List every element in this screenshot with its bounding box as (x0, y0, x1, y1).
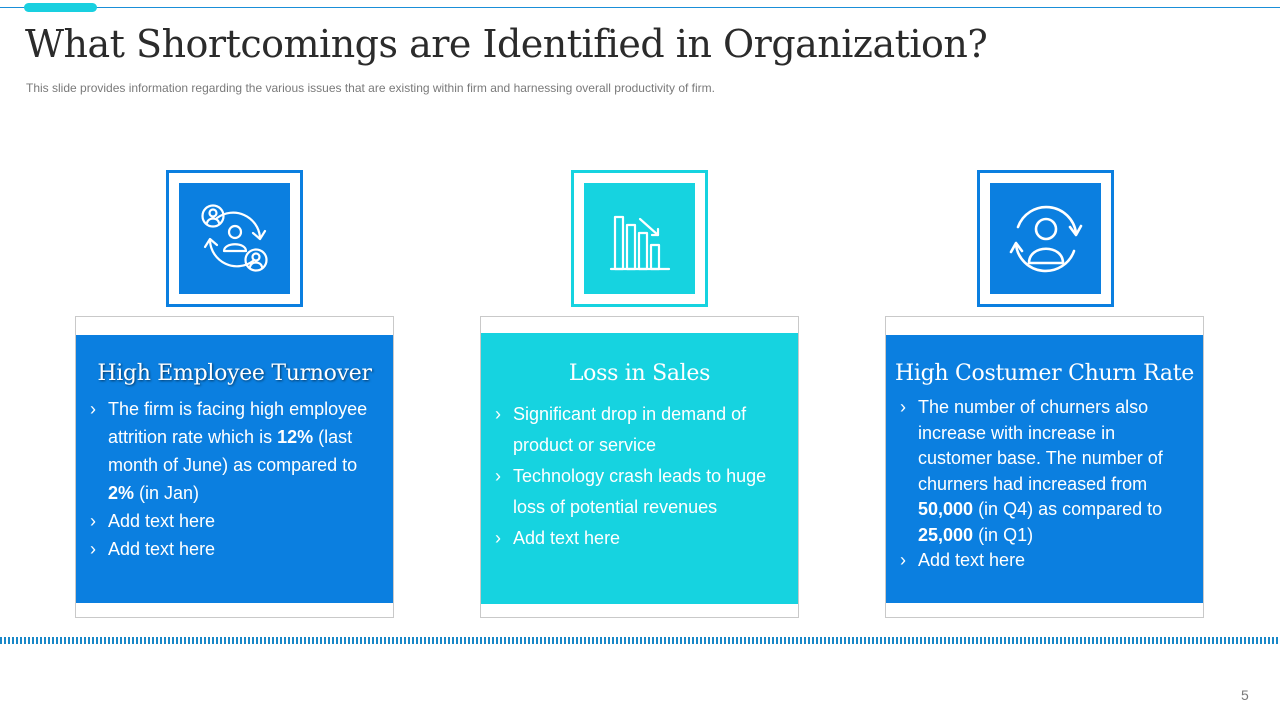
bullet-text: (in Q1) (973, 524, 1034, 545)
icon-frame-employee-turnover (166, 170, 303, 307)
card-title-employee-turnover: High Employee Turnover (97, 361, 372, 386)
bullet-list-loss-in-sales: Significant drop in demand of product or… (481, 399, 798, 554)
card-title-loss-in-sales: Loss in Sales (568, 361, 711, 386)
slide-subtitle: This slide provides information regardin… (26, 81, 715, 95)
card-high-customer-churn-rate: High Costumer Churn Rate The number of c… (885, 316, 1204, 618)
card-body-customer-churn: High Costumer Churn Rate The number of c… (886, 335, 1203, 603)
bullet-item: Add text here (76, 535, 393, 563)
icon-frame-loss-in-sales (571, 170, 708, 307)
top-accent-bar (24, 3, 97, 12)
bullet-text: The firm is facing high employee attriti… (108, 399, 368, 447)
icon-frame-customer-churn (977, 170, 1114, 307)
icon-tile-customer-churn (990, 183, 1101, 294)
bullet-text: (in Jan) (134, 483, 200, 503)
slide-title: What Shortcomings are Identified in Orga… (25, 22, 988, 66)
card-body-employee-turnover: High Employee Turnover The firm is facin… (76, 335, 393, 603)
icon-tile-employee-turnover (179, 183, 290, 294)
declining-bar-chart-icon (609, 215, 670, 270)
bullet-item: Add text here (76, 507, 393, 535)
employee-turnover-icon (200, 203, 268, 272)
bullet-highlight: 2% (108, 483, 135, 503)
bullet-item: Add text here (481, 523, 798, 554)
bullet-item: Add text here (886, 548, 1203, 574)
bullet-text: (last month of June) as compared to (108, 427, 358, 475)
top-rule (0, 7, 1280, 8)
customer-churn-icon (1009, 205, 1082, 272)
bullet-highlight: 12% (277, 427, 314, 447)
bullet-item: Technology crash leads to huge loss of p… (481, 461, 798, 523)
bullet-list-customer-churn: The number of churners also increase wit… (886, 395, 1203, 574)
card-loss-in-sales: Loss in Sales Significant drop in demand… (480, 316, 799, 618)
dashed-divider (0, 637, 1280, 644)
bullet-highlight: 25,000 (918, 524, 974, 545)
page-number: 5 (1241, 687, 1249, 703)
icon-tile-loss-in-sales (584, 183, 695, 294)
bullet-item: The firm is facing high employee attriti… (76, 395, 393, 507)
card-title-customer-churn: High Costumer Churn Rate (895, 361, 1194, 386)
bullet-text: (in Q4) as compared to (973, 499, 1163, 519)
bullet-list-employee-turnover: The firm is facing high employee attriti… (76, 395, 393, 563)
bullet-item: Significant drop in demand of product or… (481, 399, 798, 461)
bullet-item: The number of churners also increase wit… (886, 395, 1203, 548)
bullet-highlight: 50,000 (918, 499, 974, 519)
card-high-employee-turnover: High Employee Turnover The firm is facin… (75, 316, 394, 618)
bullet-text: The number of churners also increase wit… (918, 397, 1163, 494)
card-body-loss-in-sales: Loss in Sales Significant drop in demand… (481, 333, 798, 604)
